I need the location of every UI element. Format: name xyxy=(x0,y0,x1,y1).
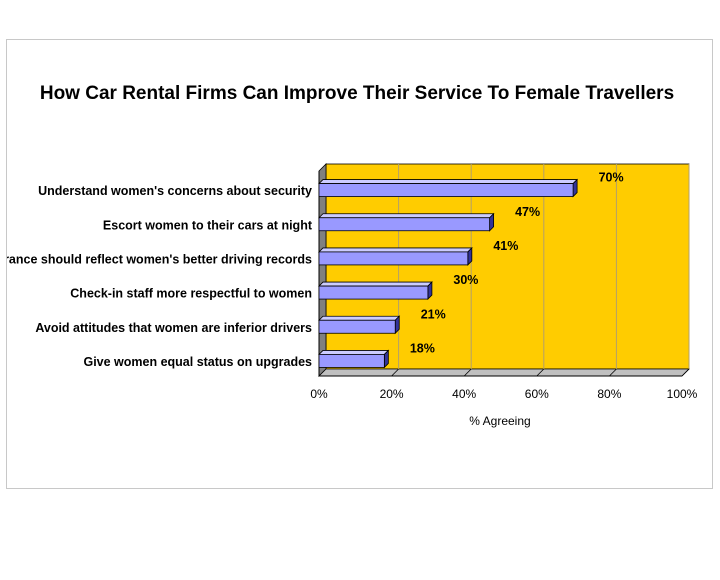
plot-back-wall xyxy=(325,163,690,370)
data-label: 30% xyxy=(453,273,478,287)
data-label: 41% xyxy=(493,239,518,253)
bar-top xyxy=(318,315,401,321)
gridline-floor xyxy=(681,368,690,377)
bar xyxy=(318,183,574,197)
bar xyxy=(318,354,385,368)
bar-top xyxy=(318,281,433,287)
bar xyxy=(318,217,491,232)
x-tick-label: 40% xyxy=(452,387,476,401)
data-label: 21% xyxy=(421,307,446,321)
x-tick-label: 100% xyxy=(667,387,698,401)
category-label: Escort women to their cars at night xyxy=(103,218,313,232)
bar xyxy=(318,319,396,334)
bar-top xyxy=(318,350,390,355)
x-tick-label: 20% xyxy=(380,387,404,401)
bar-chart: 0% 20% 40% 60% 80% 100% Understand women's con… xyxy=(7,83,698,428)
category-label: Check-in staff more respectful to women xyxy=(70,287,312,301)
category-label: Avoid attitudes that women are inferior … xyxy=(35,321,312,335)
bar-top xyxy=(318,247,473,253)
category-label: Understand women's concerns about securi… xyxy=(38,184,312,198)
plot-floor xyxy=(318,368,690,377)
data-label: 47% xyxy=(515,205,540,219)
category-label: Give women equal status on upgrades xyxy=(83,355,312,369)
bar xyxy=(318,285,429,300)
category-label: Insurance should reflect women's better … xyxy=(7,252,312,266)
bar-top xyxy=(318,179,579,184)
gridline-floor xyxy=(391,368,399,377)
x-axis-title: % Agreeing xyxy=(469,414,530,428)
bar-top xyxy=(318,213,495,219)
labels: 0% 20% 40% 60% 80% 100% Understand women's con… xyxy=(7,171,698,401)
gridline-floor xyxy=(463,368,472,377)
x-tick-label: 80% xyxy=(597,387,621,401)
bar xyxy=(318,251,469,266)
x-tick-label: 0% xyxy=(310,387,328,401)
bars xyxy=(318,178,579,369)
chart-frame: 0% 20% 40% 60% 80% 100% Understand women's con… xyxy=(6,39,713,489)
chart-title: How Car Rental Firms Can Improve Their S… xyxy=(40,83,674,104)
data-label: 18% xyxy=(410,341,435,355)
x-tick-label: 60% xyxy=(525,387,549,401)
gridline-floor xyxy=(536,368,545,377)
gridline-floor xyxy=(609,368,617,377)
data-label: 70% xyxy=(599,171,624,185)
